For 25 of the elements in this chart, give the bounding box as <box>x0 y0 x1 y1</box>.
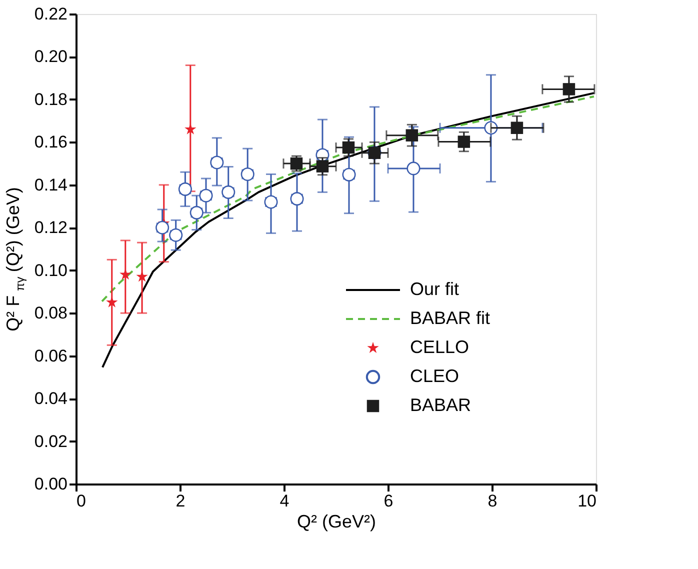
y-tick-label: 0.06 <box>34 346 68 366</box>
y-tick-label: 0.22 <box>34 4 68 24</box>
y-tick-label: 0.10 <box>34 260 68 280</box>
y-axis-title: Q² Fπγ (Q²) (GeV) <box>3 187 27 332</box>
y-tick-label: 0.12 <box>34 218 68 238</box>
x-tick-label: 10 <box>578 492 596 510</box>
x-axis-title: Q² (GeV²) <box>297 512 376 532</box>
legend-label: CLEO <box>410 366 460 386</box>
y-tick-label: 0.08 <box>34 304 68 323</box>
legend-label: BABAR <box>410 395 472 415</box>
y-tick-label: 0.00 <box>34 474 68 494</box>
y-tick-label: 0.16 <box>34 132 68 152</box>
x-tick-label: 6 <box>384 492 394 510</box>
y-tick-label: 0.14 <box>34 175 68 194</box>
legend-label: CELLO <box>410 337 470 357</box>
y-tick-label: 0.20 <box>34 47 68 66</box>
x-tick-label: 4 <box>280 492 290 510</box>
x-tick-label: 2 <box>176 492 186 510</box>
y-tick-label: 0.04 <box>34 389 68 408</box>
legend-label: BABAR fit <box>410 308 490 328</box>
y-tick-label: 0.02 <box>34 432 68 451</box>
x-tick-label: 8 <box>488 492 498 510</box>
x-tick-label: 0 <box>76 492 86 510</box>
legend-label: Our fit <box>410 279 460 299</box>
y-tick-label: 0.18 <box>34 90 68 109</box>
